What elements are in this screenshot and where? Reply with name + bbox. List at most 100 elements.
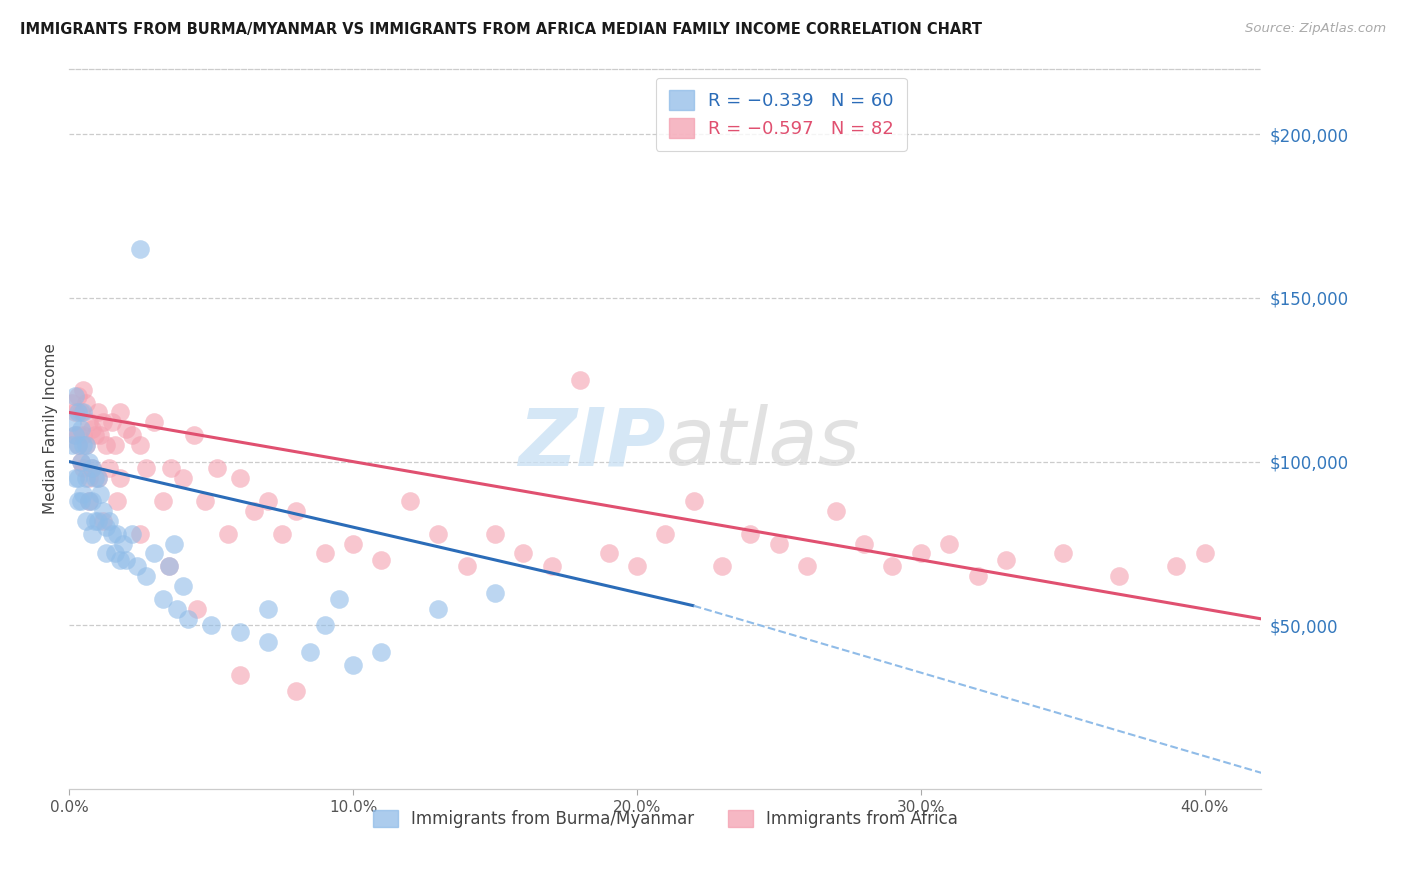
- Point: [77, 471, 100, 485]
- Point: [75, 514, 97, 528]
- Point: [69, 494, 91, 508]
- Point: [994, 553, 1017, 567]
- Point: [824, 504, 846, 518]
- Point: [152, 494, 174, 508]
- Point: [938, 536, 960, 550]
- Point: [80, 422, 103, 436]
- Point: [1108, 569, 1130, 583]
- Point: [115, 553, 138, 567]
- Point: [77, 494, 100, 508]
- Point: [63, 405, 86, 419]
- Point: [186, 602, 208, 616]
- Point: [66, 438, 89, 452]
- Point: [299, 645, 322, 659]
- Point: [107, 494, 129, 508]
- Point: [112, 536, 135, 550]
- Point: [98, 514, 121, 528]
- Point: [166, 602, 188, 616]
- Point: [257, 635, 280, 649]
- Point: [135, 461, 157, 475]
- Point: [569, 373, 592, 387]
- Point: [89, 428, 111, 442]
- Point: [101, 526, 124, 541]
- Point: [152, 592, 174, 607]
- Point: [484, 526, 506, 541]
- Point: [121, 526, 143, 541]
- Point: [72, 438, 94, 452]
- Point: [115, 422, 138, 436]
- Point: [342, 536, 364, 550]
- Point: [104, 438, 127, 452]
- Point: [91, 415, 114, 429]
- Point: [77, 455, 100, 469]
- Point: [69, 455, 91, 469]
- Point: [768, 536, 790, 550]
- Point: [86, 471, 108, 485]
- Point: [205, 461, 228, 475]
- Point: [60, 415, 83, 429]
- Point: [66, 438, 89, 452]
- Point: [172, 579, 194, 593]
- Point: [257, 494, 280, 508]
- Point: [91, 504, 114, 518]
- Point: [110, 553, 132, 567]
- Point: [966, 569, 988, 583]
- Point: [172, 471, 194, 485]
- Point: [740, 526, 762, 541]
- Point: [157, 559, 180, 574]
- Point: [314, 546, 336, 560]
- Point: [77, 494, 100, 508]
- Point: [217, 526, 239, 541]
- Point: [66, 494, 89, 508]
- Point: [80, 494, 103, 508]
- Text: atlas: atlas: [665, 404, 860, 483]
- Point: [512, 546, 534, 560]
- Point: [69, 422, 91, 436]
- Point: [177, 612, 200, 626]
- Point: [456, 559, 478, 574]
- Point: [285, 504, 308, 518]
- Point: [257, 602, 280, 616]
- Point: [427, 602, 450, 616]
- Point: [129, 242, 152, 256]
- Point: [83, 514, 105, 528]
- Point: [86, 471, 108, 485]
- Point: [484, 585, 506, 599]
- Point: [60, 395, 83, 409]
- Point: [228, 667, 250, 681]
- Point: [194, 494, 217, 508]
- Y-axis label: Median Family Income: Median Family Income: [44, 343, 58, 515]
- Point: [314, 618, 336, 632]
- Point: [654, 526, 676, 541]
- Text: IMMIGRANTS FROM BURMA/MYANMAR VS IMMIGRANTS FROM AFRICA MEDIAN FAMILY INCOME COR: IMMIGRANTS FROM BURMA/MYANMAR VS IMMIGRA…: [20, 22, 981, 37]
- Point: [183, 428, 205, 442]
- Point: [66, 428, 89, 442]
- Point: [110, 405, 132, 419]
- Point: [882, 559, 904, 574]
- Point: [72, 383, 94, 397]
- Point: [63, 471, 86, 485]
- Point: [89, 487, 111, 501]
- Point: [110, 471, 132, 485]
- Point: [63, 428, 86, 442]
- Point: [66, 389, 89, 403]
- Point: [121, 428, 143, 442]
- Point: [271, 526, 294, 541]
- Point: [1052, 546, 1074, 560]
- Point: [75, 438, 97, 452]
- Point: [1194, 546, 1216, 560]
- Point: [101, 415, 124, 429]
- Point: [94, 546, 117, 560]
- Point: [160, 461, 183, 475]
- Point: [94, 438, 117, 452]
- Point: [63, 389, 86, 403]
- Point: [228, 624, 250, 639]
- Point: [91, 514, 114, 528]
- Point: [163, 536, 186, 550]
- Point: [711, 559, 734, 574]
- Point: [370, 553, 392, 567]
- Point: [228, 471, 250, 485]
- Point: [157, 559, 180, 574]
- Text: Source: ZipAtlas.com: Source: ZipAtlas.com: [1246, 22, 1386, 36]
- Point: [200, 618, 222, 632]
